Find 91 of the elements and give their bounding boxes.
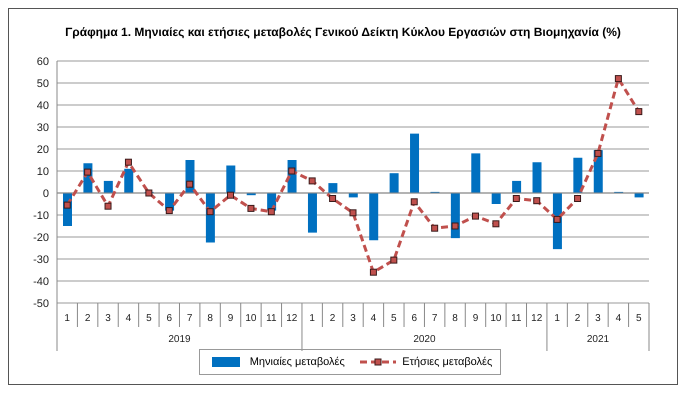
- x-tick-label: 12: [531, 313, 543, 324]
- x-tick-label: 7: [186, 313, 193, 324]
- x-tick-label: 3: [350, 313, 356, 324]
- y-tick-label: -20: [33, 232, 49, 244]
- point: [288, 168, 296, 174]
- x-tick-label: 9: [472, 313, 479, 324]
- point: [268, 208, 275, 216]
- x-tick-label: 10: [490, 313, 502, 324]
- bar: [328, 183, 338, 193]
- bar: [512, 180, 522, 193]
- bar: [634, 193, 644, 198]
- bar: [124, 168, 134, 193]
- point: [350, 209, 356, 216]
- x-tick-label: 2: [330, 313, 336, 324]
- x-tick-label: 3: [595, 313, 602, 324]
- y-tick-label: -40: [33, 276, 49, 288]
- x-tick-label: 5: [391, 313, 398, 324]
- x-tick-label: 4: [126, 313, 132, 324]
- point: [554, 216, 561, 223]
- point: [166, 207, 173, 214]
- x-tick-label: 11: [266, 313, 277, 324]
- point: [492, 220, 500, 228]
- x-tick-label: 11: [511, 313, 522, 324]
- bar: [369, 193, 378, 240]
- bar: [308, 193, 317, 233]
- point: [370, 268, 377, 276]
- point: [472, 212, 479, 220]
- point: [431, 224, 438, 232]
- bar: [573, 158, 582, 193]
- x-tick-label: 8: [452, 313, 458, 324]
- x-tick-label: 4: [370, 313, 377, 324]
- bar: [226, 166, 236, 193]
- point: [227, 192, 234, 199]
- point: [635, 108, 642, 116]
- x-tick-label: 1: [309, 313, 316, 324]
- y-tick-label: 40: [36, 100, 49, 112]
- y-tick-label: -10: [33, 210, 49, 222]
- point: [247, 204, 254, 212]
- bar: [471, 153, 480, 193]
- y-tick-label: 50: [36, 78, 49, 90]
- x-tick-label: 1: [554, 313, 560, 324]
- x-tick-label: 6: [411, 313, 418, 324]
- y-tick-label: 0: [42, 188, 49, 200]
- x-tick-label: 8: [207, 313, 214, 324]
- chart-title: Γράφημα 1. Μηνιαίες και ετήσιες μεταβολές Γενικού Δείκτη Κύκλου Εργασιών στη Βιομηχανία (%): [64, 25, 622, 39]
- point: [124, 158, 132, 166]
- x-tick-label: 5: [636, 313, 642, 324]
- bar: [104, 180, 113, 193]
- text: 2020: [413, 334, 436, 345]
- point: [84, 168, 92, 176]
- bar: [348, 193, 358, 198]
- point: [145, 190, 152, 196]
- x-tick-label: 3: [105, 313, 112, 324]
- point: [512, 195, 520, 202]
- legend-label: Μηνιαίες μεταβολές: [248, 356, 345, 368]
- point: [533, 197, 540, 204]
- x-tick-label: 2: [574, 313, 581, 324]
- point: [574, 195, 582, 202]
- bar: [492, 193, 501, 204]
- x-tick-label: 7: [432, 313, 438, 324]
- point: [452, 222, 459, 230]
- bar: [410, 134, 420, 193]
- x-tick-label: 1: [64, 313, 70, 324]
- y-tick-label: 30: [36, 122, 49, 134]
- point: [104, 202, 112, 210]
- point: [410, 198, 418, 206]
- y-tick-label: -50: [33, 298, 49, 310]
- x-tick-label: 6: [166, 313, 172, 324]
- x-tick-label: 10: [245, 313, 257, 324]
- point: [64, 202, 71, 209]
- y-tick-label: 10: [36, 166, 49, 178]
- x-tick-label: 4: [616, 313, 622, 324]
- x-tick-label: 2: [84, 313, 91, 324]
- x-tick-label: 9: [228, 313, 234, 324]
- point: [186, 180, 194, 188]
- text: 2021: [586, 334, 610, 345]
- point: [614, 75, 622, 82]
- text: 2019: [168, 334, 192, 345]
- y-tick-label: -30: [33, 254, 49, 266]
- point: [390, 256, 398, 264]
- legend-label: Ετήσιες μεταβολές: [401, 356, 492, 368]
- point: [206, 208, 214, 216]
- x-tick-label: 5: [146, 313, 152, 324]
- y-tick-label: 60: [36, 56, 49, 68]
- y-tick-label: 20: [36, 144, 49, 156]
- bar: [390, 173, 399, 193]
- x-tick-label: 12: [286, 313, 298, 324]
- point: [308, 177, 316, 184]
- bar: [532, 162, 542, 193]
- point: [329, 195, 336, 202]
- point: [594, 150, 602, 157]
